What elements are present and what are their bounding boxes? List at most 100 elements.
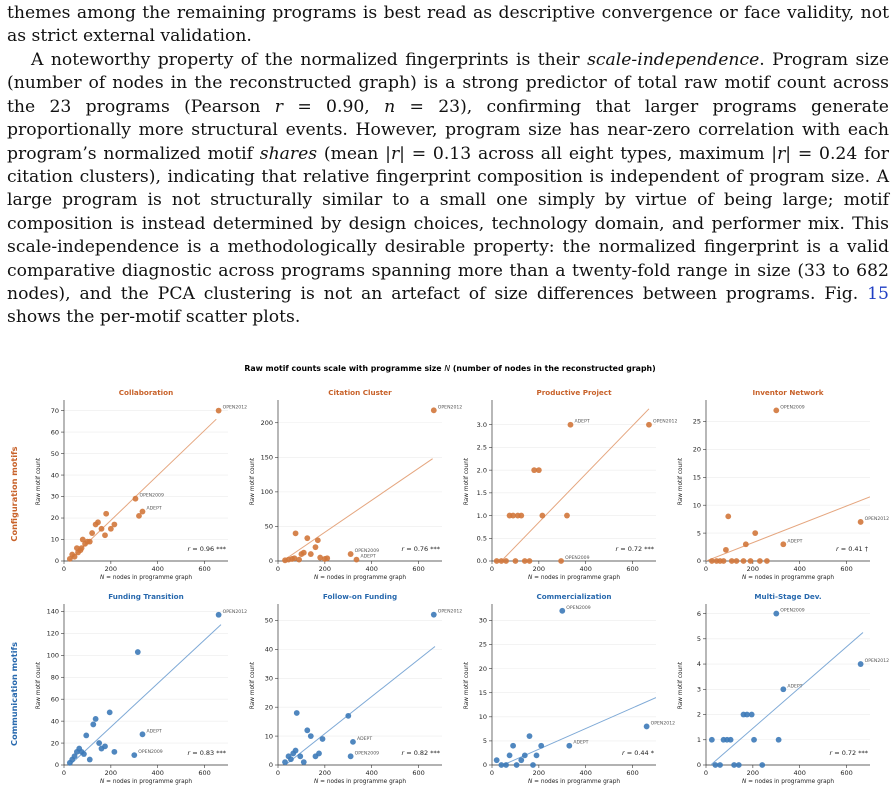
- panel-title: Productive Project: [536, 388, 612, 397]
- y-tick-label: 30: [479, 617, 487, 625]
- data-point: [503, 558, 509, 564]
- y-tick-label: 50: [51, 450, 59, 458]
- data-point: [531, 467, 538, 474]
- data-point: [756, 558, 763, 564]
- y-axis-label: Raw motif count: [464, 661, 470, 709]
- panel-commercialization: 0 5 10 15 20 25 30 0 200 400 600 N = nodes in progr…: [464, 592, 675, 785]
- data-point: [111, 521, 118, 528]
- x-tick-label: 200: [533, 565, 545, 573]
- x-tick-label: 200: [319, 769, 331, 777]
- data-point: [96, 740, 103, 746]
- y-tick-label: 5: [483, 737, 487, 745]
- point-label: ADEPT: [146, 506, 161, 512]
- data-point: [307, 551, 314, 557]
- x-tick-label: 0: [276, 769, 280, 777]
- p2-r3: r: [777, 143, 786, 164]
- panel-collaboration: 0 10 20 30 40 50 60 70 0 200 400 600 N = nodes in pr…: [36, 388, 247, 581]
- y-tick-label: 0: [697, 761, 701, 769]
- point-label: OPEN2012: [223, 405, 247, 411]
- data-point: [282, 759, 288, 766]
- figure-title: Raw motif counts scale with programme si…: [244, 364, 655, 373]
- x-tick-label: 600: [626, 769, 638, 777]
- x-tick-label: 400: [152, 565, 164, 573]
- data-point: [103, 510, 110, 517]
- y-tick-label: 10: [265, 732, 273, 740]
- data-point: [79, 536, 86, 543]
- x-tick-label: 0: [276, 565, 280, 573]
- y-tick-label: 3.0: [477, 421, 487, 429]
- p2-emph-shares: shares: [259, 143, 318, 164]
- x-tick-label: 600: [840, 769, 852, 777]
- data-point: [857, 519, 864, 525]
- data-point: [498, 762, 505, 768]
- y-tick-label: 0: [269, 761, 273, 769]
- correlation-label: r = 0.44 *: [622, 749, 655, 757]
- data-point: [513, 762, 520, 768]
- data-point: [319, 736, 326, 742]
- data-point: [304, 535, 311, 542]
- p2-g: (mean |: [317, 143, 391, 164]
- point-label: OPEN2012: [223, 609, 247, 615]
- figure-link[interactable]: 15: [867, 284, 889, 305]
- y-tick-label: 40: [51, 717, 59, 725]
- data-point: [86, 756, 93, 763]
- p2-r: r: [274, 96, 284, 117]
- data-point: [92, 716, 99, 722]
- panel-title: Follow-on Funding: [323, 592, 397, 601]
- x-tick-label: 400: [794, 769, 806, 777]
- data-point: [493, 558, 500, 564]
- data-point: [102, 743, 108, 750]
- point-label: ADEPT: [574, 419, 589, 425]
- y-tick-label: 10: [51, 536, 59, 544]
- data-point: [775, 736, 782, 743]
- y-tick-label: 50: [265, 617, 273, 625]
- data-point: [717, 762, 723, 768]
- y-tick-label: 150: [261, 454, 273, 462]
- correlation-label: r = 0.96 ***: [187, 545, 226, 553]
- data-point: [773, 610, 780, 617]
- fit-line: [706, 496, 870, 561]
- paragraph-2: A noteworthy property of the normalized …: [7, 49, 889, 330]
- x-tick-label: 0: [704, 565, 708, 573]
- data-point: [748, 711, 755, 718]
- p2-n: n: [384, 96, 396, 117]
- y-tick-label: 6: [697, 610, 701, 618]
- y-tick-label: 20: [693, 446, 701, 454]
- y-tick-label: 0: [697, 557, 701, 565]
- data-point: [493, 757, 500, 764]
- y-tick-label: 100: [47, 652, 59, 660]
- y-tick-label: 20: [51, 739, 59, 747]
- data-point: [297, 753, 304, 760]
- correlation-label: r = 0.82 ***: [401, 749, 440, 757]
- panel-title: Citation Cluster: [328, 388, 392, 397]
- y-tick-label: 0: [55, 761, 59, 769]
- y-tick-label: 5: [697, 529, 701, 537]
- data-point: [564, 512, 570, 519]
- x-tick-label: 600: [840, 565, 852, 573]
- x-axis-label: N = nodes in programme graph: [528, 779, 620, 785]
- x-tick-label: 0: [62, 565, 66, 573]
- data-point: [506, 752, 513, 759]
- x-tick-label: 400: [152, 769, 164, 777]
- fit-line: [284, 646, 436, 765]
- data-point: [66, 555, 73, 562]
- point-label: OPEN2009: [566, 605, 590, 611]
- p2-j: shows the per-motif scatter plots.: [7, 307, 301, 328]
- panel-title: Inventor Network: [752, 388, 823, 397]
- data-point: [132, 495, 139, 502]
- x-tick-label: 600: [412, 769, 424, 777]
- y-tick-label: 1: [697, 736, 701, 744]
- panel-citation-cluster: 0 50 100 150 200 0 200 400 600 N = nodes in progr…: [250, 388, 462, 581]
- point-label: OPEN2009: [355, 548, 379, 554]
- paragraph-1-text: themes among the remaining programs is b…: [7, 3, 889, 47]
- data-point: [347, 753, 354, 760]
- data-point: [215, 611, 222, 618]
- data-point: [90, 721, 97, 728]
- panel-title: Funding Transition: [108, 592, 183, 601]
- y-tick-label: 40: [51, 471, 59, 479]
- data-point: [720, 558, 727, 564]
- data-point: [312, 544, 319, 551]
- data-point: [350, 738, 356, 745]
- y-axis-label: Raw motif count: [250, 457, 256, 505]
- x-tick-label: 400: [794, 565, 806, 573]
